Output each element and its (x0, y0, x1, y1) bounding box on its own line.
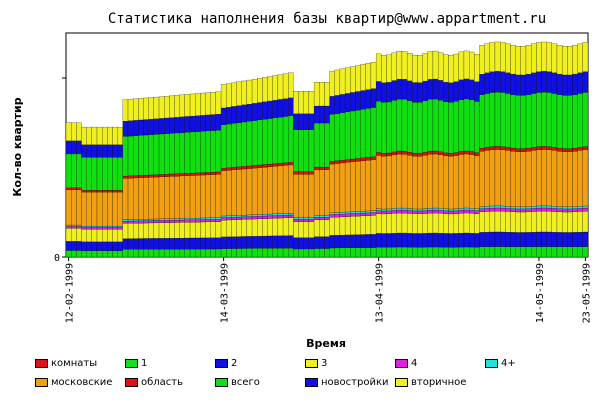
x-axis-label: Время (306, 337, 346, 350)
legend-swatch (125, 378, 138, 387)
legend-swatch (35, 378, 48, 387)
legend-swatch (485, 359, 498, 368)
x-tick-label: 12-02-1999 (65, 263, 76, 323)
legend-swatch (125, 359, 138, 368)
legend-swatch (305, 359, 318, 368)
legend-swatch (35, 359, 48, 368)
y-tick-label: 0 (54, 253, 60, 264)
chart-title: Статистика наполнения базы квартир@www.a… (108, 11, 546, 27)
x-tick-label: 13-04-1999 (375, 263, 386, 323)
bar-segment-yellow-top (288, 72, 294, 99)
legend-label: область (141, 377, 184, 388)
bar-segment-yellow-top (582, 42, 589, 72)
legend-swatch (305, 378, 318, 387)
legend-swatch (215, 378, 228, 387)
plot-area: 0 12-02-1999 14-03-1999 13-04-1999 14-05-199… (54, 32, 592, 323)
x-tick-label: 14-05-1999 (535, 263, 546, 323)
legend-label: 4+ (501, 358, 516, 369)
legend-label: комнаты (51, 358, 98, 369)
legend-label: 2 (231, 358, 238, 369)
legend-swatch (395, 359, 408, 368)
legend-swatch (395, 378, 408, 387)
legend-label: 3 (321, 358, 328, 369)
legend-label: 1 (141, 358, 148, 369)
x-tick-label: 23-05-1999 (581, 263, 592, 323)
legend-label: новостройки (321, 377, 389, 388)
legend-swatch (215, 359, 228, 368)
legend-label: 4 (411, 358, 418, 369)
legend-label: московские (51, 377, 113, 388)
legend-label: всего (231, 377, 260, 388)
legend-label: вторичное (411, 377, 467, 388)
x-tick-label: 14-03-1999 (220, 263, 231, 323)
y-axis-label: Кол-во квартир (11, 97, 24, 196)
